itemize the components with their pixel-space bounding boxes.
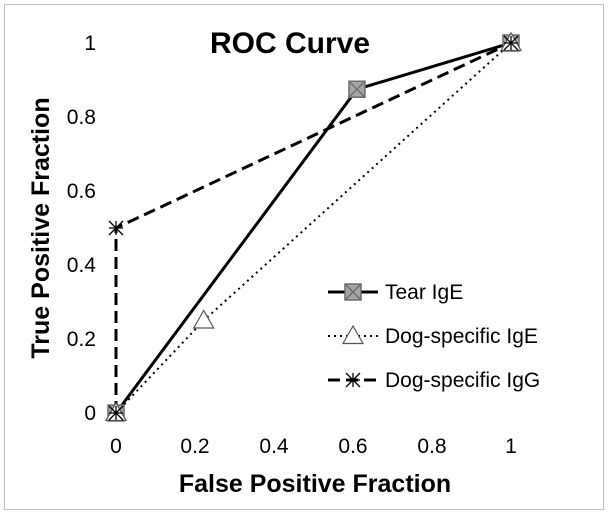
plot-area — [104, 31, 523, 422]
roc-chart: ROC Curve False Positive Fraction True P… — [27, 27, 540, 498]
y-tick-label: 0.8 — [67, 106, 96, 129]
data-point-1-1 — [192, 309, 215, 329]
series-line-1 — [115, 42, 512, 414]
legend-label: Dog-specific IgG — [385, 369, 540, 392]
y-tick-label: 0.4 — [67, 254, 97, 277]
legend-marker-0 — [344, 283, 362, 301]
legend: Tear IgE Dog-specific IgE Dog-specific IgG — [328, 281, 540, 392]
x-tick-label: 0.2 — [180, 435, 209, 458]
legend-marker-2 — [345, 372, 361, 388]
y-tick-label: 0.6 — [67, 180, 96, 203]
y-tick-labels: 0 0.2 0.4 0.6 0.8 1 — [67, 32, 97, 425]
y-tick-label: 0 — [84, 402, 96, 425]
data-point-2-0 — [108, 405, 124, 421]
data-point-0-1 — [348, 80, 366, 98]
x-tick-labels: 0 0.2 0.4 0.6 0.8 1 — [110, 435, 517, 458]
x-tick-label: 0.6 — [338, 435, 367, 458]
legend-label: Tear IgE — [385, 281, 463, 304]
data-point-2-1 — [108, 220, 124, 236]
legend-marker-1 — [341, 324, 365, 345]
chart-title: ROC Curve — [210, 27, 370, 60]
x-tick-label: 1 — [505, 435, 517, 458]
x-axis-title: False Positive Fraction — [179, 470, 451, 498]
chart-frame: ROC Curve False Positive Fraction True P… — [4, 4, 604, 510]
y-tick-label: 0.2 — [67, 328, 96, 351]
y-axis-title: True Positive Fraction — [27, 97, 55, 358]
series-line-0 — [114, 41, 512, 414]
x-tick-label: 0 — [110, 435, 122, 458]
x-tick-label: 0.4 — [259, 435, 289, 458]
x-tick-label: 0.8 — [417, 435, 446, 458]
legend-label: Dog-specific IgE — [385, 325, 538, 348]
y-tick-label: 1 — [84, 32, 96, 55]
data-point-2-2 — [503, 35, 519, 51]
series-line-2 — [114, 41, 512, 413]
